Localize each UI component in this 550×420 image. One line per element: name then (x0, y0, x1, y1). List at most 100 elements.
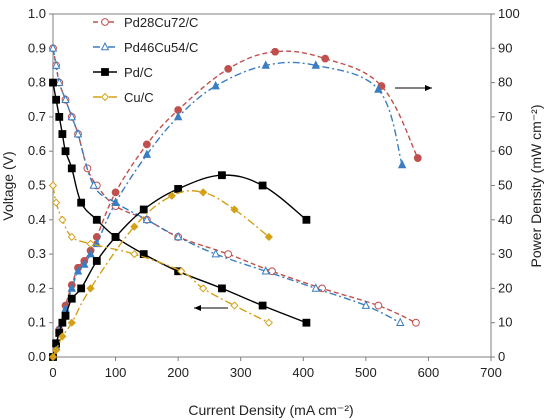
data-point-power-cu-c (48, 352, 58, 362)
axis-indicator-arrows (194, 85, 432, 311)
data-point-power-pd46cu54-c (111, 197, 120, 206)
y-right-tick-label: 30 (498, 246, 512, 261)
y-left-tick-label: 0.7 (28, 109, 46, 124)
data-point-power-pd-c (139, 205, 148, 214)
data-point-voltage-pd46cu54-c (396, 317, 405, 326)
data-point-power-pd46cu54-c (67, 283, 76, 292)
arrow-right-axis (395, 85, 432, 91)
y-right-tick-label: 70 (498, 109, 512, 124)
data-point-voltage-cu-c (52, 198, 61, 207)
data-point-power-cu-c (86, 284, 95, 293)
data-point-voltage-pd-c (218, 284, 226, 293)
y-right-tick-label: 50 (498, 178, 512, 193)
data-point-power-pd-c (218, 171, 226, 180)
data-point-power-pd-c (92, 257, 101, 265)
data-point-power-pd46cu54-c (73, 266, 83, 275)
data-point-voltage-pd46cu54-c (261, 266, 270, 275)
data-point-power-cu-c (167, 191, 176, 200)
data-point-voltage-pd46cu54-c (51, 60, 61, 69)
data-point-power-pd28cu72-c (271, 47, 280, 56)
y-left-tick-label: 1.0 (28, 6, 46, 21)
series-line-power-pd46cu54-c (52, 61, 403, 358)
data-point-power-cu-c (58, 332, 67, 341)
series-line-voltage-cu-c (52, 185, 270, 324)
data-point-power-pd46cu54-c (311, 60, 321, 69)
data-point-voltage-pd-c (55, 113, 64, 121)
data-point-voltage-pd46cu54-c (73, 128, 83, 138)
y-right-tick-label: 40 (498, 212, 512, 227)
data-point-power-pd28cu72-c (142, 140, 151, 149)
arrow-left-axis (194, 305, 228, 311)
x-tick-label: 100 (105, 365, 127, 380)
data-point-power-pd28cu72-c (224, 64, 233, 73)
x-tick-label: 400 (292, 365, 314, 380)
data-point-voltage-cu-c (130, 249, 139, 259)
arrow-left-axis-head (194, 305, 201, 311)
data-point-voltage-pd-c (92, 215, 101, 224)
x-tick-label: 600 (418, 365, 440, 380)
data-point-power-pd-c (258, 181, 267, 190)
data-point-power-pd-c (67, 294, 76, 303)
y-left-tick-label: 0.8 (28, 75, 46, 90)
data-point-voltage-pd46cu54-c (211, 248, 220, 258)
data-point-voltage-pd28cu72-c (412, 318, 420, 327)
y-right-tick-label: 100 (498, 6, 520, 21)
data-point-voltage-cu-c (48, 181, 58, 190)
data-point-power-pd-c (58, 318, 67, 327)
data-point-voltage-pd-c (67, 164, 76, 173)
legend-entry: Pd/C (93, 65, 153, 80)
data-point-voltage-pd46cu54-c (142, 214, 152, 224)
x-tick-label: 200 (167, 365, 189, 380)
y-left-tick-label: 0.9 (28, 40, 46, 55)
data-point-voltage-pd46cu54-c (311, 283, 321, 292)
y-axis-right-title: Power Density (mW cm⁻²) (528, 105, 544, 268)
legend-entry: Cu/C (93, 90, 154, 105)
y-right-tick-label: 20 (498, 280, 512, 295)
y-left-tick-label: 0.6 (28, 143, 46, 158)
series-group (49, 44, 422, 361)
data-point-power-pd-c (302, 215, 311, 224)
data-point-voltage-cu-c (67, 232, 76, 242)
data-point-voltage-pd-c (77, 198, 86, 207)
data-point-power-pd28cu72-c (413, 154, 422, 162)
data-point-voltage-pd28cu72-c (224, 250, 233, 259)
data-point-voltage-cu-c (58, 215, 67, 224)
legend-label: Pd28Cu72/C (124, 15, 198, 30)
y-left-tick-label: 0.5 (28, 178, 46, 193)
data-point-power-pd46cu54-c (80, 259, 89, 268)
data-point-voltage-pd28cu72-c (268, 267, 276, 276)
legend-label: Cu/C (124, 90, 154, 105)
data-point-voltage-cu-c (264, 318, 273, 327)
series-line-power-pd-c (52, 174, 307, 358)
legend-swatch-marker (100, 41, 110, 51)
data-point-power-pd28cu72-c (111, 188, 120, 197)
x-axis-title: Current Density (mA cm⁻²) (188, 402, 353, 418)
data-point-power-pd-c (111, 233, 120, 241)
data-point-power-pd46cu54-c (261, 60, 270, 69)
data-point-voltage-pd-c (49, 78, 57, 87)
x-tick-label: 300 (230, 365, 252, 380)
legend-entry: Pd46Cu54/C (93, 40, 198, 55)
data-point-power-cu-c (230, 205, 239, 214)
y-left-tick-label: 0.3 (28, 246, 46, 261)
series-group (49, 78, 311, 361)
y-right-tick-label: 10 (498, 315, 512, 330)
series-line-power-pd28cu72-c (52, 50, 419, 358)
legend-swatch-marker (100, 92, 110, 102)
data-point-voltage-pd-c (258, 301, 267, 310)
data-point-voltage-pd46cu54-c (361, 300, 371, 309)
y-axis-left-title: Voltage (V) (0, 151, 16, 220)
arrow-right-axis-head (425, 85, 432, 91)
data-point-power-pd28cu72-c (321, 54, 330, 63)
data-point-power-pd-c (61, 311, 70, 320)
data-point-power-cu-c (199, 188, 208, 197)
y-right-tick-label: 80 (498, 75, 512, 90)
data-point-power-pd46cu54-c (142, 149, 152, 158)
series-line-voltage-pd28cu72-c (52, 48, 417, 324)
series-line-power-cu-c (52, 190, 270, 358)
y-right-tick-label: 0 (498, 349, 505, 364)
data-point-power-pd46cu54-c (374, 84, 383, 93)
data-point-power-pd46cu54-c (211, 80, 220, 90)
data-point-voltage-pd46cu54-c (61, 94, 70, 104)
